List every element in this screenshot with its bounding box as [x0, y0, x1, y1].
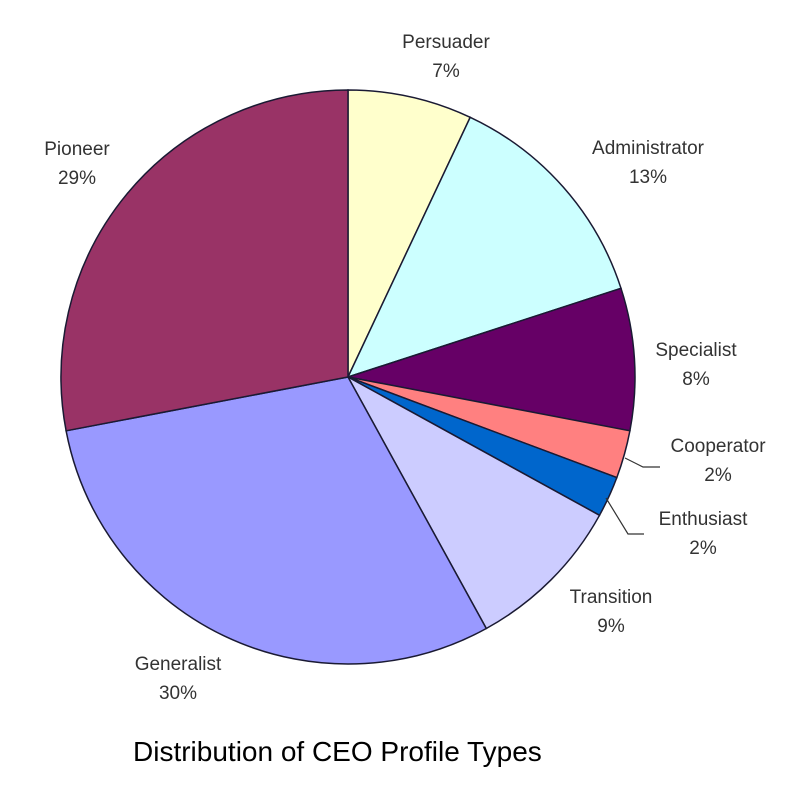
label-name: Transition [569, 587, 653, 608]
label-name: Cooperator [670, 436, 766, 457]
label-name: Administrator [592, 138, 704, 159]
label-name: Generalist [134, 654, 222, 675]
label-percent: 9% [597, 616, 625, 637]
label-percent: 30% [158, 683, 198, 704]
label-percent: 7% [432, 61, 460, 82]
cooperator-leader-line [624, 457, 660, 468]
label-name: Persuader [402, 32, 490, 53]
label-name: Pioneer [44, 139, 110, 160]
label-transition: Transition 9% [570, 583, 653, 641]
label-pioneer: Pioneer 29% [44, 135, 110, 193]
enthusiast-leader-line [605, 497, 644, 535]
label-percent: 2% [704, 465, 732, 486]
label-cooperator: Cooperator 2% [670, 432, 765, 490]
label-name: Specialist [655, 340, 737, 361]
pie-slice-persuader [347, 89, 472, 378]
pie-slice-specialist [347, 287, 636, 432]
label-generalist: Generalist 30% [135, 650, 222, 708]
label-name: Enthusiast [658, 509, 748, 530]
label-percent: 8% [682, 369, 710, 390]
label-specialist: Specialist 8% [655, 336, 736, 394]
label-percent: 13% [628, 167, 668, 188]
pie-slices [60, 89, 636, 665]
label-enthusiast: Enthusiast 2% [659, 505, 748, 563]
label-persuader: Persuader 7% [402, 28, 490, 86]
label-administrator: Administrator 13% [592, 134, 704, 192]
pie-slice-transition [346, 375, 601, 630]
pie-slice-generalist [65, 376, 488, 665]
chart-title: Distribution of CEO Profile Types [133, 736, 542, 767]
label-percent: 29% [57, 168, 97, 189]
label-percent: 2% [689, 538, 717, 559]
pie-slice-administrator [346, 116, 622, 379]
pie-slice-pioneer [60, 89, 349, 432]
